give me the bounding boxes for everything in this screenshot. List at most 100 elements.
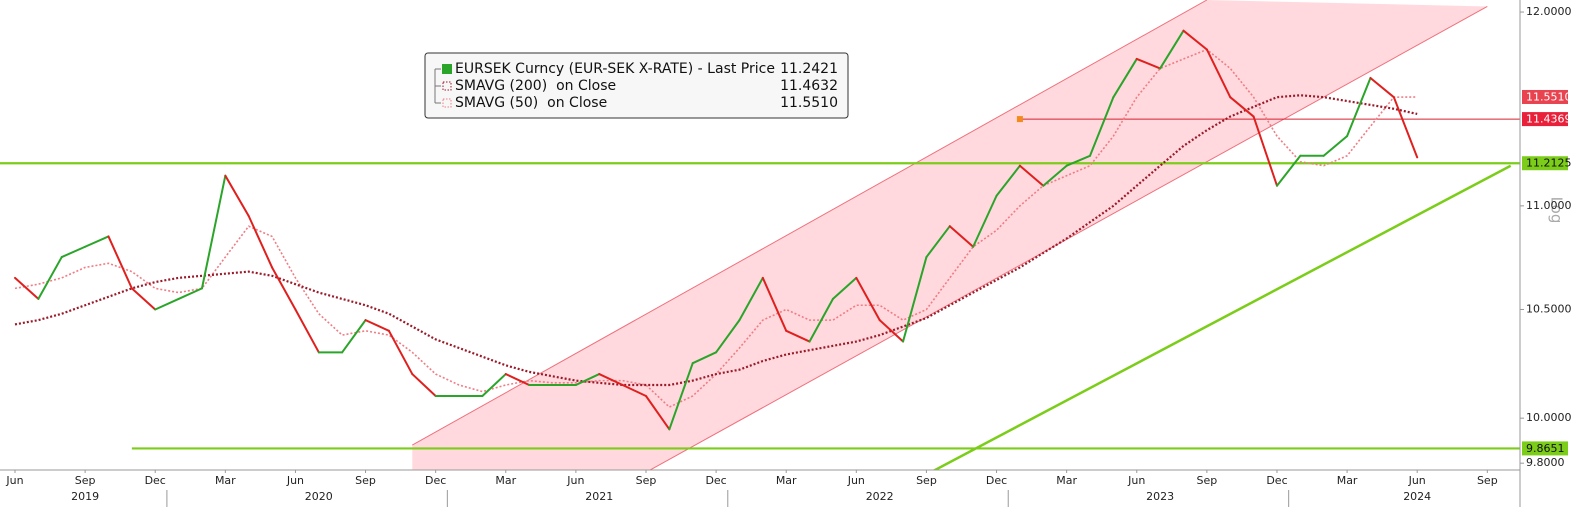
price-segment (364, 319, 390, 332)
price-segment (224, 174, 250, 218)
price-tag (1522, 156, 1568, 171)
price-segment (574, 373, 601, 387)
trend-line (932, 164, 1512, 470)
x-tick-label: Jun (566, 474, 584, 487)
price-segment (271, 266, 297, 311)
price-segment (785, 329, 811, 343)
legend-box (424, 52, 849, 119)
price-segment (1159, 29, 1185, 70)
price-segment (902, 256, 928, 343)
price-segment (948, 225, 975, 248)
price-segment (1112, 57, 1138, 99)
x-tick-label: Dec (1266, 474, 1287, 487)
price-segment (995, 164, 1021, 197)
price-tag (1522, 89, 1568, 104)
price-segment (37, 256, 63, 300)
legend-value: 11.5510 (780, 95, 838, 111)
price-segment (504, 373, 531, 387)
y-tick-label: 11.0000 (1526, 199, 1572, 212)
price-segment (1392, 96, 1419, 159)
y-tick-label: 10.5000 (1526, 302, 1572, 315)
x-tick-label: Dec (145, 474, 166, 487)
price-segment (738, 276, 764, 322)
scale-label: Log (1548, 197, 1566, 224)
price-tag (1522, 441, 1568, 456)
plot-area (0, 0, 1520, 470)
price-segment (1322, 135, 1349, 157)
price-segment (1252, 115, 1278, 187)
legend-name: SMAVG (50) on Close (455, 95, 607, 111)
price-segment (481, 373, 507, 398)
x-tick-label: Dec (705, 474, 726, 487)
year-label: 2020 (305, 490, 333, 503)
price-segment (14, 276, 40, 300)
legend-name: EURSEK Curncy (EUR-SEK X-RATE) - Last Pr… (455, 61, 775, 77)
year-label: 2024 (1403, 490, 1431, 503)
price-segment (598, 373, 624, 387)
price-segment (668, 362, 694, 431)
legend-swatch (442, 81, 452, 91)
price-segment (1089, 96, 1115, 157)
x-tick-label: Mar (495, 474, 516, 487)
year-label: 2022 (866, 490, 894, 503)
price-segment (1018, 164, 1045, 187)
x-tick-label: Jun (1408, 474, 1426, 487)
price-segment (411, 373, 437, 398)
y-tick-label: 10.0000 (1526, 411, 1572, 424)
legend-name: SMAVG (200) on Close (455, 78, 616, 94)
price-segment (60, 245, 87, 259)
price-segment (200, 174, 227, 290)
price-segment (154, 297, 180, 311)
x-tick-label: Mar (1337, 474, 1358, 487)
price-tag-label: 11.5510 (1526, 90, 1572, 103)
x-tick-label: Jun (847, 474, 865, 487)
price-tag-label: 11.2125 (1526, 157, 1572, 170)
x-tick-label: Dec (425, 474, 446, 487)
price-segment (387, 329, 414, 376)
channel-fill (412, 0, 1488, 470)
price-segment (715, 319, 741, 354)
level-marker (1016, 116, 1023, 123)
x-tick-label: Mar (776, 474, 797, 487)
price-segment (808, 297, 834, 343)
legend-value: 11.4632 (780, 78, 838, 94)
year-label: 2021 (585, 490, 613, 503)
year-label: 2019 (71, 490, 99, 503)
price-tag (1522, 112, 1568, 127)
year-label: 2023 (1146, 490, 1174, 503)
price-segment (831, 276, 858, 300)
x-tick-label: Sep (916, 474, 937, 487)
price-segment (1135, 57, 1162, 70)
x-tick-label: Mar (215, 474, 236, 487)
price-segment (247, 215, 274, 269)
price-segment (341, 319, 367, 354)
price-segment (1182, 29, 1208, 51)
legend-swatch (442, 64, 452, 74)
x-tick-label: Sep (1477, 474, 1498, 487)
price-segment (878, 319, 905, 343)
x-tick-label: Jun (5, 474, 23, 487)
price-segment (691, 351, 718, 365)
price-segment (177, 287, 203, 300)
x-tick-label: Sep (1197, 474, 1218, 487)
channel-line (412, 0, 1208, 446)
price-segment (1275, 154, 1302, 187)
price-segment (855, 276, 881, 322)
x-tick-label: Sep (636, 474, 657, 487)
price-segment (1346, 76, 1372, 138)
price-tag-label: 9.8651 (1526, 442, 1565, 455)
x-tick-label: Sep (355, 474, 376, 487)
price-segment (761, 276, 788, 332)
price-segment (1369, 76, 1395, 99)
x-tick-label: Jun (1127, 474, 1145, 487)
price-segment (84, 235, 110, 248)
price-segment (107, 235, 133, 290)
legend-value: 11.2421 (780, 61, 838, 77)
y-tick-label: 9.8000 (1526, 456, 1565, 469)
x-tick-label: Mar (1056, 474, 1077, 487)
price-tag-label: 11.4369 (1526, 113, 1572, 126)
price-segment (1042, 164, 1068, 187)
legend-swatch (442, 98, 452, 108)
price-segment (130, 287, 157, 311)
